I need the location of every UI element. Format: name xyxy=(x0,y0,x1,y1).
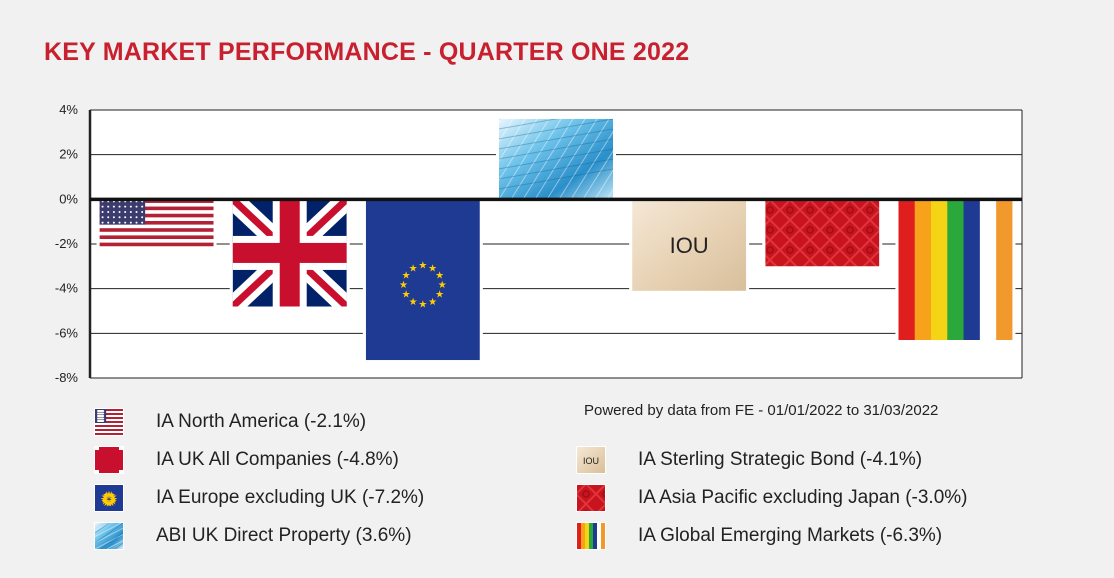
legend-label: IA Europe excluding UK (-7.2%) xyxy=(156,487,425,508)
legend-swatch xyxy=(576,484,606,512)
svg-text:IOU: IOU xyxy=(583,456,599,466)
svg-text:★: ★ xyxy=(108,496,117,507)
bar-uk-flag xyxy=(229,196,350,310)
y-tick-label: -6% xyxy=(55,325,79,340)
legend-swatch xyxy=(94,522,124,550)
bar-eu-flag: ★★★★★★★★★ ★ ★★ xyxy=(362,196,483,364)
svg-text:★: ★ xyxy=(105,499,114,510)
bar-chart: 4%2%0%-2%-4%-6%-8% ★★★★★★★★★ ★ ★★IOU xyxy=(55,102,1023,385)
svg-text:★: ★ xyxy=(399,280,408,291)
legend-label: IA North America (-2.1%) xyxy=(156,411,367,432)
axes xyxy=(88,110,1023,378)
legend-swatch xyxy=(94,446,124,474)
y-tick-label: -4% xyxy=(55,281,79,296)
svg-text:★: ★ xyxy=(108,492,117,503)
svg-text:★: ★ xyxy=(102,490,111,501)
svg-text:★: ★ xyxy=(107,490,116,501)
svg-text:★: ★ xyxy=(418,261,427,272)
y-tick-label: -2% xyxy=(55,236,79,251)
legend-label: IA Sterling Strategic Bond (-4.1%) xyxy=(638,449,923,470)
legend-label: IA Asia Pacific excluding Japan (-3.0%) xyxy=(638,487,968,508)
bar-us-flag xyxy=(96,196,217,250)
rainbow-stripes-icon xyxy=(576,522,606,550)
y-tick-label: 2% xyxy=(59,147,78,162)
chart-title: KEY MARKET PERFORMANCE - QUARTER ONE 202… xyxy=(44,38,690,66)
iou-label: IOU xyxy=(670,233,709,258)
legend-item: ★ ★ ★ ★ ★ ★ ★ ★ ★ ★ ★ ★ IA Europe excluding UK (-7.2… xyxy=(94,484,424,512)
svg-text:★: ★ xyxy=(402,290,411,301)
svg-text:★: ★ xyxy=(102,498,111,509)
bars: ★★★★★★★★★ ★ ★★IOU xyxy=(96,115,1016,364)
svg-text:★: ★ xyxy=(435,290,444,301)
us-flag-icon xyxy=(94,408,124,436)
svg-text:★: ★ xyxy=(101,496,110,507)
source-note: Powered by data from FE - 01/01/2022 to … xyxy=(584,402,939,419)
bar-red-pattern xyxy=(762,196,883,270)
svg-text:★: ★ xyxy=(409,297,418,308)
eu-flag-icon: ★★★★★★★★★★★★ xyxy=(94,484,124,512)
legend-item: IA North America (-2.1%) xyxy=(94,408,366,436)
glass-building-icon xyxy=(94,522,124,550)
legend-label: IA UK All Companies (-4.8%) xyxy=(156,449,399,470)
svg-text:★: ★ xyxy=(409,263,418,274)
svg-text:★: ★ xyxy=(428,297,437,308)
svg-text:★: ★ xyxy=(428,263,437,274)
bar-iou-note: IOU xyxy=(629,196,750,294)
y-tick-label: 4% xyxy=(59,102,78,117)
svg-text:★: ★ xyxy=(105,490,114,501)
svg-text:★: ★ xyxy=(101,492,110,503)
iou-note-icon: IOU xyxy=(576,446,606,474)
legend-item: IA Global Emerging Markets (-6.3%) xyxy=(576,522,942,550)
svg-text:★: ★ xyxy=(100,494,109,505)
legend-swatch: IOU xyxy=(576,446,606,474)
y-tick-label: -8% xyxy=(55,370,79,385)
y-tick-label: 0% xyxy=(59,191,78,206)
svg-text:★: ★ xyxy=(109,494,118,505)
svg-text:★: ★ xyxy=(107,498,116,509)
legend-item: IOU IA Sterling Strategic Bond (-4.1%) xyxy=(576,446,922,474)
svg-text:★: ★ xyxy=(435,270,444,281)
red-pattern-icon xyxy=(576,484,606,512)
legend-label: ABI UK Direct Property (3.6%) xyxy=(156,525,412,546)
legend-item: IA Asia Pacific excluding Japan (-3.0%) xyxy=(576,484,968,512)
svg-text:★: ★ xyxy=(402,270,411,281)
svg-text:★: ★ xyxy=(438,280,447,291)
uk-flag-icon xyxy=(94,446,124,474)
svg-text:★: ★ xyxy=(418,299,427,310)
bar-rainbow-stripes xyxy=(895,196,1016,344)
legend-item: IA UK All Companies (-4.8%) xyxy=(94,446,399,474)
legend-item: ABI UK Direct Property (3.6%) xyxy=(94,522,412,550)
legend-swatch xyxy=(94,408,124,436)
legend-label: IA Global Emerging Markets (-6.3%) xyxy=(638,525,943,546)
legend-swatch: ★ ★ ★ ★ ★ ★ ★ ★ ★ ★ ★ ★ xyxy=(94,484,124,512)
legend-swatch xyxy=(576,522,606,550)
bar-glass-building xyxy=(496,115,616,203)
y-axis-ticks: 4% 2% 0% -2% -4% -6% -8% xyxy=(55,102,79,385)
